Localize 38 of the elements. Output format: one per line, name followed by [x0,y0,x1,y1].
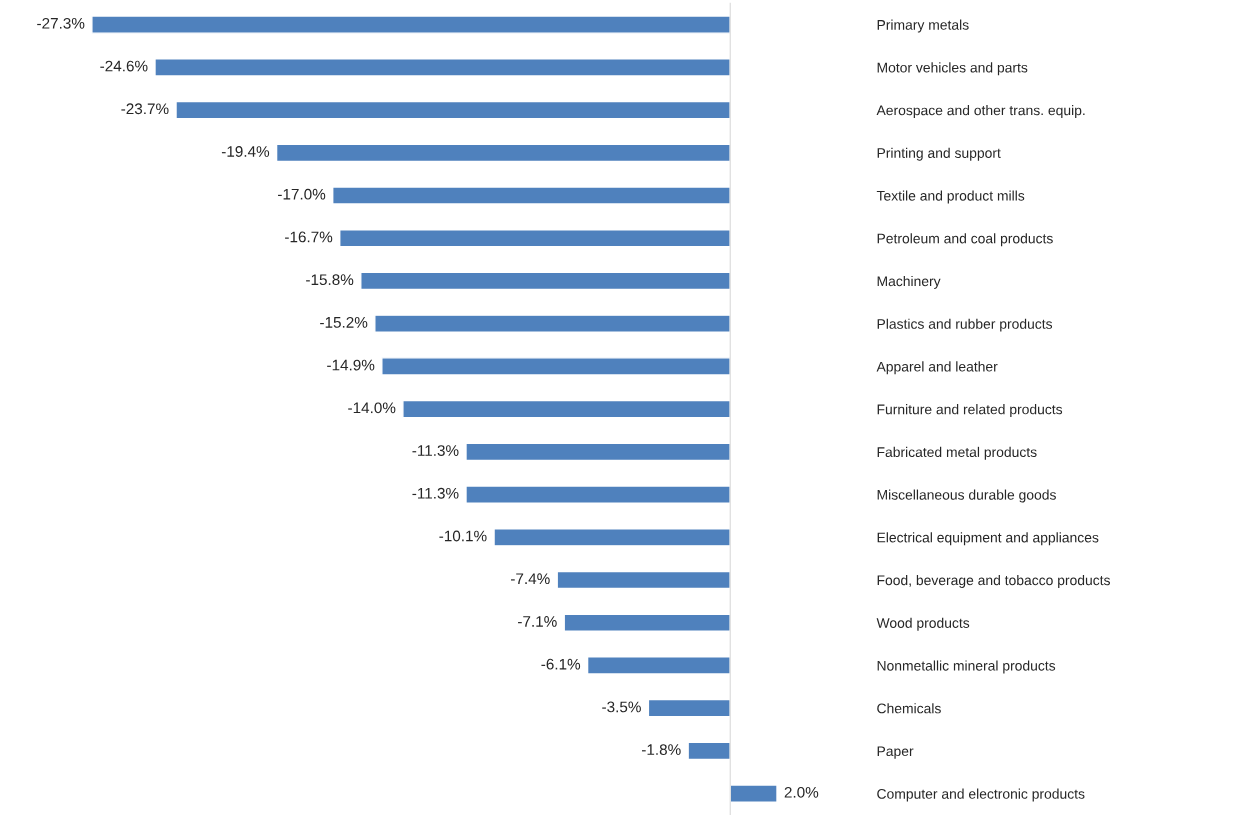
data-label: -14.0% [348,402,396,414]
data-label: -15.8% [306,274,354,286]
y-tick-label: Textile and product mills [876,190,1025,204]
y-tick-label: Electrical equipment and appliances [877,532,1099,546]
data-label: -1.8% [641,744,681,756]
data-label: -16.7% [285,231,333,243]
y-tick-label: Petroleum and coal products [877,233,1053,247]
y-tick-label: Machinery [877,275,941,289]
y-tick-label: Nonmetallic mineral products [877,660,1056,674]
y-tick-label: Motor vehicles and parts [877,62,1028,76]
data-label: -10.1% [439,530,487,542]
data-label: -24.6% [100,60,148,72]
y-tick-label: Paper [877,746,914,759]
y-tick-label: Wood products [876,617,970,631]
y-tick-label: Computer and electronic products [877,788,1085,802]
y-tick-label: Printing and support [877,147,1001,161]
y-tick-label: Fabricated metal products [877,446,1037,460]
data-label: -14.9% [327,359,375,371]
y-tick-label: Plastics and rubber products [877,318,1053,332]
data-label: -27.3% [37,17,85,29]
y-tick-label: Furniture and related products [877,404,1063,418]
data-label: -7.1% [518,616,557,627]
y-tick-label: Primary metals [877,19,969,33]
data-label: -15.2% [320,316,368,328]
y-tick-label: Apparel and leather [876,361,998,375]
data-label: -6.1% [541,658,581,670]
data-label: -7.4% [511,573,550,585]
data-label: -11.3% [412,445,459,456]
data-label: -23.7% [121,103,169,115]
y-tick-label: Miscellaneous durable goods [877,489,1056,503]
data-label: -19.4% [221,146,270,157]
data-label: -17.0% [278,188,326,200]
y-tick-label: Food, beverage and tobacco products [877,574,1110,588]
data-label: -11.3% [412,487,459,499]
y-tick-label: Aerospace and other trans. equip. [876,105,1085,118]
data-label: -3.5% [602,701,641,713]
y-tick-label: Chemicals [877,703,941,714]
data-label: 2.0% [784,786,819,798]
